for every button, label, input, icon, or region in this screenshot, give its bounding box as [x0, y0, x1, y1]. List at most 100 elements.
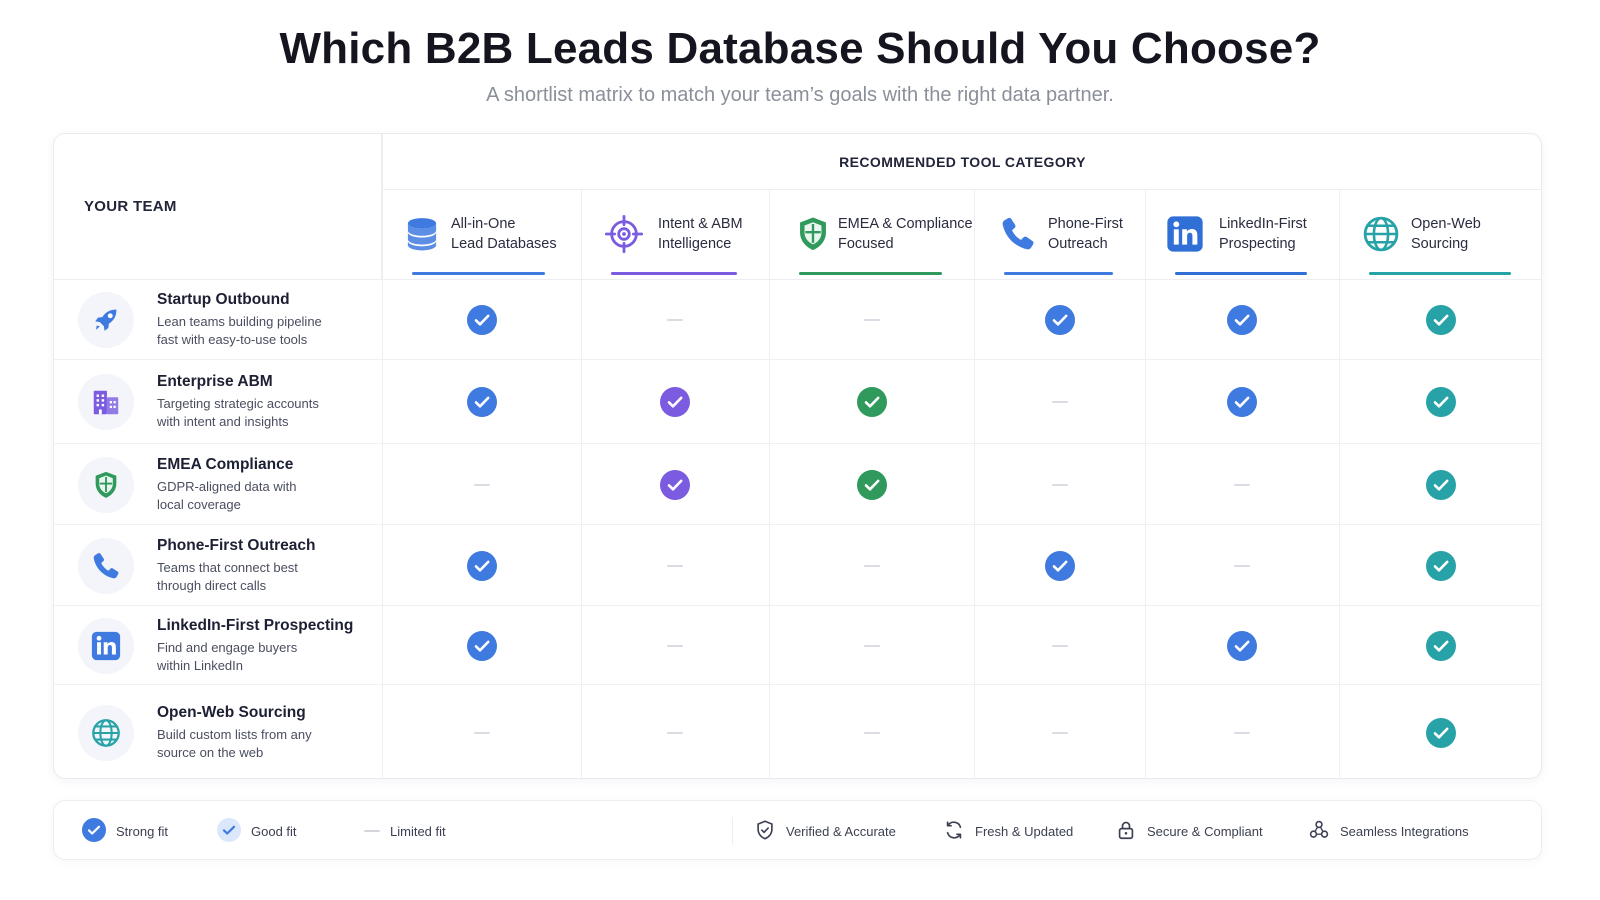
row-description-line2: local coverage: [157, 497, 241, 512]
feature-fresh: Fresh & Updated: [943, 801, 1073, 861]
column-header: Phone-First Outreach: [974, 190, 1145, 280]
good-fit-icon: [217, 817, 241, 845]
table-row: EMEA Compliance GDPR-aligned data with loc…: [54, 444, 1541, 525]
limited-fit-mark: [1234, 732, 1250, 734]
strong-fit-check-icon: [857, 387, 887, 417]
column-header-line1: LinkedIn-First: [1219, 216, 1307, 232]
strong-fit-check-icon: [1227, 631, 1257, 661]
legend-bar: Strong fit Good fit Limited fit Verified…: [53, 800, 1542, 860]
column-header-line1: EMEA & Compliance: [838, 216, 973, 232]
table-row: Startup Outbound Lean teams building pipe…: [54, 280, 1541, 360]
column-header-line2: Prospecting: [1219, 236, 1296, 252]
row-description: Build custom lists from any source on the…: [157, 726, 357, 762]
column-underline: [412, 272, 545, 275]
legend-good-label: Good fit: [251, 823, 297, 839]
row-title: Open-Web Sourcing: [157, 704, 306, 721]
row-title: Enterprise ABM: [157, 373, 273, 390]
limited-fit-mark: [1052, 732, 1068, 734]
column-header: EMEA & Compliance Focused: [769, 190, 974, 280]
column-divider: [382, 134, 383, 778]
column-underline: [799, 272, 942, 275]
column-header-line1: Phone-First: [1048, 216, 1123, 232]
column-header-line2: Sourcing: [1411, 236, 1469, 252]
column-underline: [1175, 272, 1307, 275]
column-divider: [1145, 190, 1146, 778]
limited-fit-mark: [1234, 565, 1250, 567]
page-subtitle: A shortlist matrix to match your team’s …: [486, 84, 1114, 106]
strong-fit-check-icon: [1227, 387, 1257, 417]
strong-fit-check-icon: [467, 631, 497, 661]
shield-check-icon: [754, 819, 776, 844]
column-header-line2: Outreach: [1048, 236, 1108, 252]
team-header-label: YOUR TEAM: [84, 198, 177, 215]
strong-fit-check-icon: [1426, 551, 1456, 581]
column-divider: [581, 190, 582, 778]
building-icon: [78, 374, 134, 430]
column-header: Open-Web Sourcing: [1339, 190, 1541, 280]
column-underline: [1369, 272, 1511, 275]
strong-fit-check-icon: [1045, 551, 1075, 581]
strong-fit-check-icon: [857, 470, 887, 500]
column-header-line2: Lead Databases: [451, 236, 557, 252]
rocket-icon: [78, 292, 134, 348]
strong-fit-check-icon: [1426, 387, 1456, 417]
strong-fit-check-icon: [467, 551, 497, 581]
limited-fit-mark: [864, 645, 880, 647]
column-divider: [769, 190, 770, 778]
strong-fit-check-icon: [660, 470, 690, 500]
row-description-line2: source on the web: [157, 745, 264, 760]
row-description-line2: through direct calls: [157, 578, 267, 593]
legend-strong-label: Strong fit: [116, 823, 169, 839]
column-header-line2: Focused: [838, 236, 894, 252]
column-underline: [1004, 272, 1113, 275]
lock-icon: [1115, 819, 1137, 844]
limited-fit-mark: [667, 732, 683, 734]
row-description-line1: Find and engage buyers: [157, 640, 298, 655]
column-divider: [974, 190, 975, 778]
table-row: Open-Web Sourcing Build custom lists from…: [54, 685, 1541, 778]
feature-secure: Secure & Compliant: [1115, 801, 1263, 861]
feature-integrations-label: Seamless Integrations: [1340, 823, 1469, 839]
row-description: GDPR-aligned data with local coverage: [157, 478, 357, 514]
feature-integrations: Seamless Integrations: [1308, 801, 1469, 861]
strong-fit-check-icon: [660, 387, 690, 417]
limited-fit-mark: [667, 319, 683, 321]
legend-divider: [732, 817, 733, 845]
strong-fit-check-icon: [1426, 305, 1456, 335]
limited-fit-mark: [864, 732, 880, 734]
limited-fit-mark: [1234, 484, 1250, 486]
strong-fit-check-icon: [1426, 631, 1456, 661]
strong-fit-check-icon: [1227, 305, 1257, 335]
column-header: Intent & ABM Intelligence: [581, 190, 769, 280]
page-title: Which B2B Leads Database Should You Choo…: [279, 24, 1321, 73]
limited-fit-mark: [864, 319, 880, 321]
column-header-label: LinkedIn-First Prospecting: [1219, 214, 1307, 254]
limited-fit-mark: [1052, 401, 1068, 403]
row-description-line1: Teams that connect best: [157, 560, 298, 575]
legend-strong: Strong fit: [82, 801, 168, 861]
limited-fit-mark: [474, 732, 490, 734]
feature-verified-label: Verified & Accurate: [786, 823, 896, 839]
limited-fit-mark: [667, 565, 683, 567]
target-icon: [604, 214, 644, 254]
column-header-label: Open-Web Sourcing: [1411, 214, 1481, 254]
integrations-icon: [1308, 819, 1330, 844]
table-row: Phone-First Outreach Teams that connect b…: [54, 525, 1541, 606]
feature-fresh-label: Fresh & Updated: [975, 823, 1074, 839]
row-description-line2: fast with easy-to-use tools: [157, 332, 308, 347]
globe-icon: [78, 705, 134, 761]
row-description: Teams that connect best through direct ca…: [157, 559, 357, 595]
linkedin-icon: [1165, 214, 1205, 254]
strong-fit-check-icon: [467, 387, 497, 417]
row-title: LinkedIn-First Prospecting: [157, 617, 354, 634]
column-header-label: Intent & ABM Intelligence: [658, 214, 743, 254]
legend-limited-label: Limited fit: [390, 823, 446, 839]
column-header-line1: Open-Web: [1411, 216, 1481, 232]
row-description-line1: Build custom lists from any: [157, 727, 312, 742]
row-description-line1: Targeting strategic accounts: [157, 396, 319, 411]
fit-matrix: YOUR TEAM RECOMMENDED TOOL CATEGORY All-…: [53, 133, 1542, 779]
row-description-line2: within LinkedIn: [157, 658, 243, 673]
column-header: All-in-One Lead Databases: [382, 190, 581, 280]
globe-icon: [1361, 214, 1401, 254]
limited-fit-mark: [474, 484, 490, 486]
